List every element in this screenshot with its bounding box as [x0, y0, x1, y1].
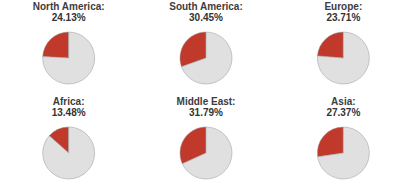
- svg-text:Middle East:: Middle East:: [177, 96, 236, 107]
- svg-text:31.79%: 31.79%: [189, 107, 223, 118]
- svg-text:North America:: North America:: [33, 1, 105, 12]
- svg-text:South America:: South America:: [169, 1, 243, 12]
- svg-text:30.45%: 30.45%: [189, 12, 223, 23]
- svg-text:Asia:: Asia:: [331, 96, 355, 107]
- svg-text:23.71%: 23.71%: [326, 12, 360, 23]
- svg-text:24.13%: 24.13%: [52, 12, 86, 23]
- svg-text:Africa:: Africa:: [53, 96, 85, 107]
- svg-text:13.48%: 13.48%: [52, 107, 86, 118]
- svg-text:27.37%: 27.37%: [326, 107, 360, 118]
- svg-text:Europe:: Europe:: [324, 1, 362, 12]
